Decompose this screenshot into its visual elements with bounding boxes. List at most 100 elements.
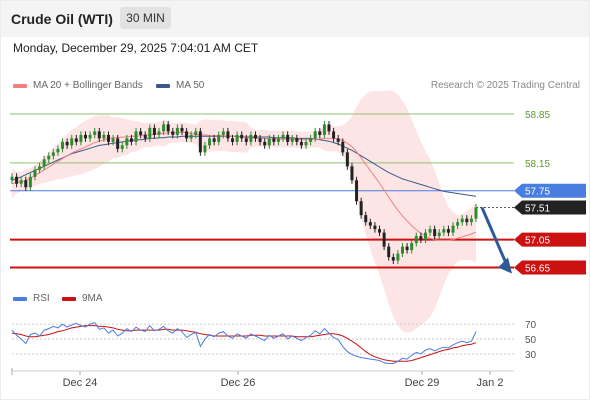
ma50-swatch <box>156 83 170 88</box>
candle-body <box>88 134 92 139</box>
candle-body <box>304 141 308 146</box>
candle-body <box>281 134 285 139</box>
candle-body <box>217 134 221 142</box>
candle-body <box>38 166 42 170</box>
candle-body <box>143 134 147 139</box>
candle-body <box>423 232 427 240</box>
candle-body <box>116 138 120 149</box>
candle-body <box>460 218 464 223</box>
moving-averages <box>11 131 477 241</box>
candle-body <box>129 138 133 142</box>
candle-body <box>276 138 280 142</box>
candle-body <box>24 180 28 188</box>
candle-body <box>322 124 326 135</box>
header-bar: Crude Oil (WTI) 30 MIN <box>0 0 590 37</box>
candle-body <box>345 152 349 167</box>
candle-body <box>198 131 202 153</box>
candle-body <box>152 127 156 135</box>
bollinger-band <box>12 90 476 333</box>
x-tick-label-2: Dec 29 <box>405 377 440 389</box>
candle-body <box>391 257 395 261</box>
candle-body <box>451 225 455 233</box>
x-tick-label-0: Dec 24 <box>63 377 98 389</box>
candle-body <box>332 131 336 139</box>
candle-body <box>327 124 331 132</box>
candle-body <box>10 176 14 181</box>
candle-body <box>355 180 359 202</box>
candle-body <box>120 145 124 149</box>
candle-body <box>79 134 83 142</box>
level-label-57.75: 57.75 <box>525 187 550 198</box>
candle-body <box>162 124 166 132</box>
candle-body <box>341 141 345 153</box>
candle-body <box>111 138 115 142</box>
candle-body <box>203 145 207 153</box>
candle-body <box>102 134 106 139</box>
candle-body <box>272 138 276 142</box>
x-tick-label-1: Dec 26 <box>221 377 256 389</box>
candle-body <box>189 134 193 139</box>
candle-body <box>51 152 55 156</box>
level-label-57.51: 57.51 <box>525 203 550 214</box>
candle-body <box>19 180 23 184</box>
rsi-ma-label: 9MA <box>82 293 103 304</box>
level-tag-57.75 <box>514 183 586 198</box>
forecast-arrow <box>480 206 512 274</box>
candle-body <box>231 138 235 142</box>
candle-body <box>15 176 19 184</box>
candle-body <box>185 131 189 139</box>
candle-body <box>405 246 409 251</box>
candle-body <box>226 131 230 139</box>
candle-body <box>171 131 175 135</box>
candle-body <box>93 131 97 135</box>
ma20-swatch <box>13 83 27 88</box>
legend-rsi: RSI <box>13 293 50 304</box>
candle-body <box>125 138 129 146</box>
candle-body <box>382 232 386 247</box>
candle-body <box>208 138 212 146</box>
candle-body <box>84 134 88 139</box>
candle-body <box>465 218 469 223</box>
candle-body <box>42 159 46 167</box>
candle-body <box>474 207 478 219</box>
ma20-line <box>11 131 477 241</box>
arrow-head <box>498 257 512 274</box>
rsi-line <box>11 322 477 364</box>
level-tag-57.05 <box>514 232 586 247</box>
candle-body <box>253 134 257 139</box>
candle-body <box>180 127 184 132</box>
level-tags: 58.85 58.15 57.75 57.51 57.05 56.65 <box>514 110 586 275</box>
rsi-label: RSI <box>33 293 50 304</box>
candle-body <box>267 138 271 146</box>
rsi-level-label-70: 70 <box>525 320 537 331</box>
legend-ma50: MA 50 <box>156 80 204 91</box>
candle-body <box>295 138 299 142</box>
candle-body <box>70 138 74 146</box>
candle-body <box>258 138 262 142</box>
candle-body <box>212 138 216 142</box>
level-label-58.15: 58.15 <box>525 159 550 170</box>
candle-body <box>414 236 418 244</box>
candle-body <box>378 229 382 233</box>
rsi-ma-swatch <box>62 296 76 301</box>
timeframe-button[interactable]: 30 MIN <box>120 7 171 29</box>
candle-body <box>359 201 363 216</box>
candle-body <box>299 141 303 146</box>
bollinger-band-area <box>12 90 476 333</box>
candle-body <box>235 134 239 142</box>
level-tag-56.65 <box>514 260 586 275</box>
instrument-title: Crude Oil (WTI) <box>11 11 113 27</box>
arrow-shaft <box>480 206 509 267</box>
candles <box>10 120 478 265</box>
candle-body <box>456 222 460 226</box>
candle-body <box>290 138 294 142</box>
candle-body <box>400 246 404 254</box>
level-label-56.65: 56.65 <box>525 264 550 275</box>
rsi-swatch <box>13 296 27 301</box>
candle-body <box>419 236 423 240</box>
candle-body <box>65 141 69 146</box>
candle-body <box>33 169 37 177</box>
candle-body <box>97 131 101 139</box>
candle-body <box>106 134 110 142</box>
